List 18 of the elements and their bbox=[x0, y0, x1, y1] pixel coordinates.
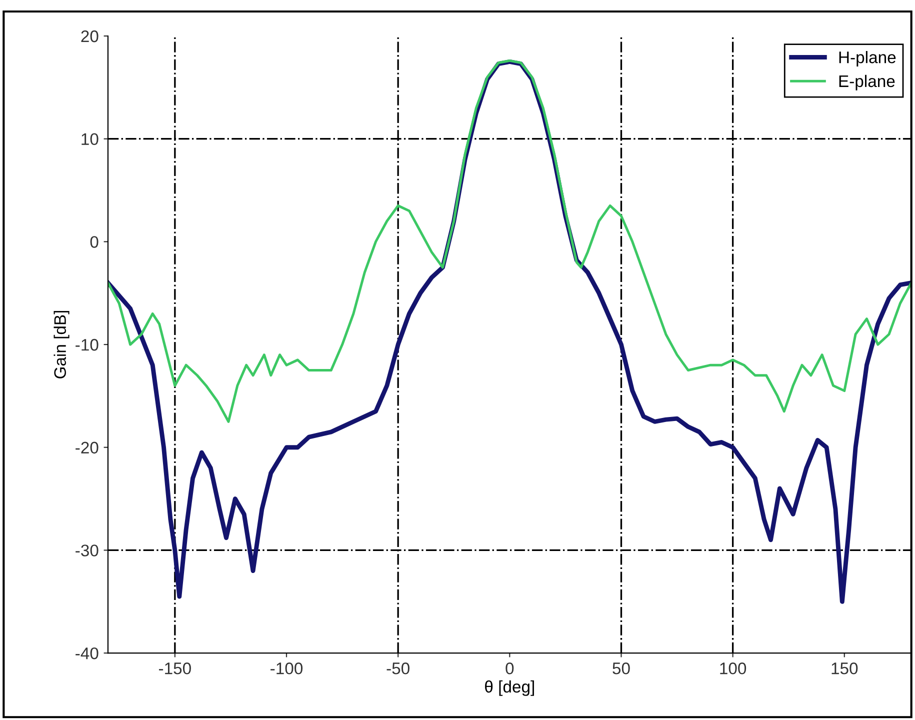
x-tick-label: 150 bbox=[832, 662, 858, 674]
x-axis-title: θ [deg] bbox=[485, 680, 534, 696]
legend-label: H-plane bbox=[839, 51, 896, 67]
y-tick-label: -10 bbox=[76, 338, 98, 351]
x-tick-label: -100 bbox=[270, 662, 303, 674]
y-axis-title: Gain [dB] bbox=[54, 310, 70, 378]
x-tick-label: 0 bbox=[506, 662, 514, 674]
y-tick-label: -40 bbox=[76, 647, 98, 660]
y-tick-label: 10 bbox=[82, 133, 98, 146]
y-tick-label: -30 bbox=[76, 544, 98, 556]
x-tick-label: 100 bbox=[720, 662, 746, 674]
y-tick-label: 20 bbox=[81, 30, 98, 42]
legend-label: E-plane bbox=[839, 74, 895, 90]
x-tick-label: -50 bbox=[386, 662, 410, 674]
x-tick-label: 50 bbox=[612, 662, 630, 674]
y-tick-label: -20 bbox=[76, 442, 98, 454]
x-tick-label: -150 bbox=[158, 662, 191, 674]
y-tick-label: 0 bbox=[90, 236, 98, 248]
